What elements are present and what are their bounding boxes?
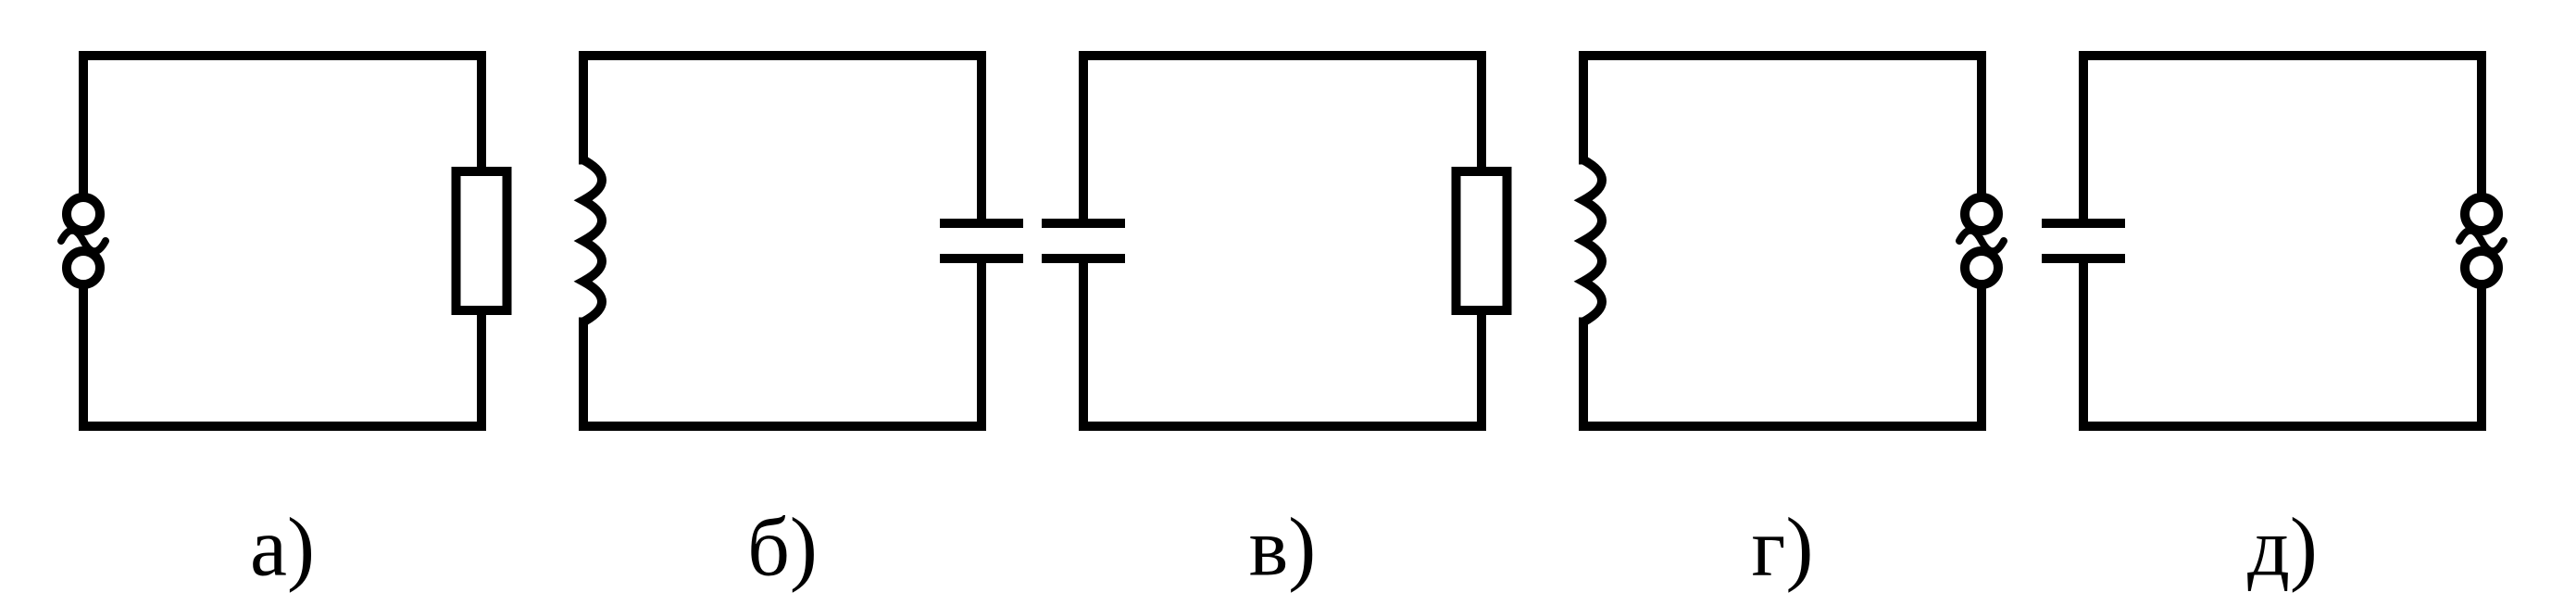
left-capacitor [2046,56,2120,426]
circuit-g: г) [1583,56,2004,594]
circuit-label-g: г) [1752,502,1814,594]
right-capacitor [944,56,1019,426]
circuit-label-v: в) [1249,502,1316,594]
left-ac_source [61,56,106,426]
circuit-label-b: б) [747,502,818,594]
left-capacitor [1046,56,1120,426]
circuit-v: в) [1046,56,1507,594]
circuit-a: а) [61,56,507,594]
circuit-label-a: а) [250,502,315,594]
circuit-d: д) [2046,56,2504,594]
circuit-b: б) [583,56,1019,594]
right-resistor [456,56,507,426]
left-inductor [583,56,602,426]
left-inductor [1583,56,1602,426]
right-resistor [1457,56,1507,426]
right-ac_source [2459,56,2504,426]
right-ac_source [1959,56,2004,426]
circuits-figure: а) б) в) г) д) [0,0,2576,605]
circuit-label-d: д) [2247,502,2318,594]
